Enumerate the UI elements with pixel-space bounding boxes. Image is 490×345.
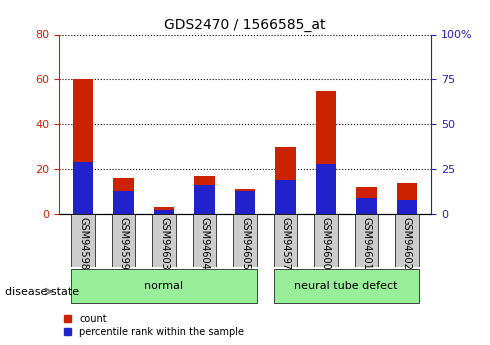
Legend: count, percentile rank within the sample: count, percentile rank within the sample — [64, 314, 244, 337]
Text: GSM94602: GSM94602 — [402, 217, 412, 269]
FancyBboxPatch shape — [233, 215, 257, 267]
Text: GSM94604: GSM94604 — [199, 217, 210, 269]
FancyBboxPatch shape — [72, 269, 257, 304]
Text: GSM94605: GSM94605 — [240, 217, 250, 269]
Bar — [356, 187, 376, 214]
FancyBboxPatch shape — [274, 269, 418, 304]
Bar — [114, 178, 134, 214]
FancyBboxPatch shape — [274, 215, 297, 267]
Bar — [114, 190, 134, 214]
FancyBboxPatch shape — [395, 215, 418, 267]
Text: neural tube defect: neural tube defect — [294, 282, 398, 291]
Text: GSM94600: GSM94600 — [321, 217, 331, 269]
FancyBboxPatch shape — [112, 215, 135, 267]
FancyBboxPatch shape — [314, 215, 338, 267]
FancyBboxPatch shape — [355, 215, 378, 267]
Bar — [235, 189, 255, 214]
Bar — [235, 190, 255, 214]
FancyBboxPatch shape — [193, 215, 216, 267]
Bar — [73, 162, 93, 214]
Text: GSM94603: GSM94603 — [159, 217, 169, 269]
Bar — [356, 198, 376, 214]
Text: GSM94598: GSM94598 — [78, 217, 88, 269]
Bar — [275, 180, 295, 214]
Text: disease state: disease state — [5, 287, 79, 296]
Bar — [275, 147, 295, 214]
Bar — [73, 79, 93, 214]
Bar — [195, 176, 215, 214]
Text: GSM94601: GSM94601 — [362, 217, 371, 269]
Bar — [397, 199, 417, 214]
Text: GSM94597: GSM94597 — [280, 217, 291, 269]
Bar — [316, 164, 336, 214]
Bar — [316, 90, 336, 214]
Bar — [154, 207, 174, 214]
Title: GDS2470 / 1566585_at: GDS2470 / 1566585_at — [164, 18, 326, 32]
Bar — [195, 185, 215, 214]
Bar — [154, 210, 174, 214]
FancyBboxPatch shape — [72, 215, 95, 267]
Text: GSM94599: GSM94599 — [119, 217, 128, 269]
Bar — [397, 183, 417, 214]
FancyBboxPatch shape — [152, 215, 176, 267]
Text: normal: normal — [145, 282, 184, 291]
